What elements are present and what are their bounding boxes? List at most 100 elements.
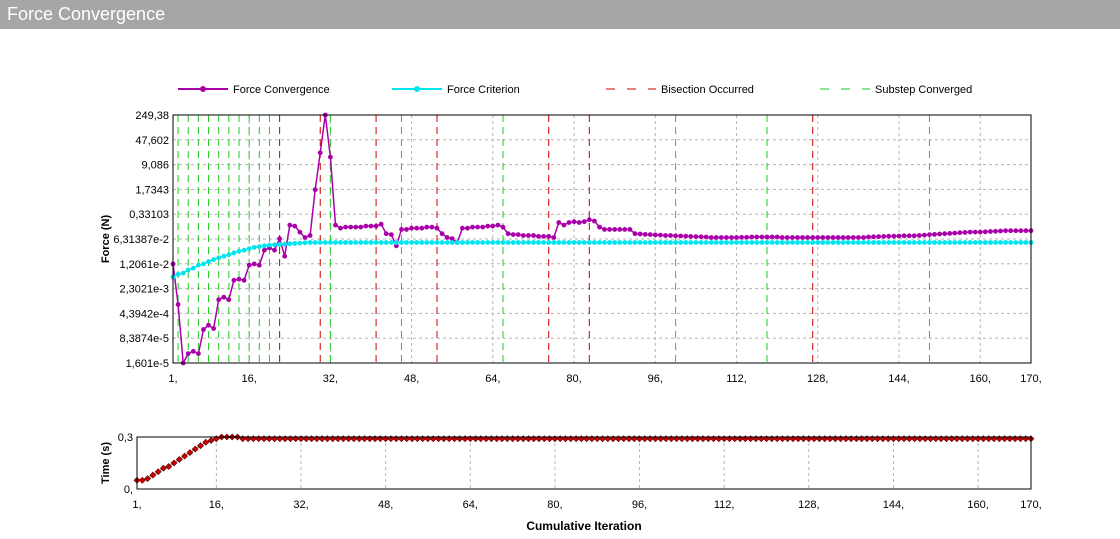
- force-criterion-point: [637, 240, 643, 245]
- force-criterion-point: [835, 240, 841, 245]
- force-convergence-point: [876, 234, 882, 240]
- force-criterion-point: [302, 240, 308, 246]
- force-criterion-point: [886, 240, 892, 245]
- force-criterion-point: [500, 240, 506, 245]
- force-criterion-point: [993, 240, 998, 245]
- force-convergence-point: [642, 232, 648, 237]
- force-convergence-point: [297, 229, 303, 235]
- force-convergence-point: [211, 326, 217, 331]
- force-criterion-point: [531, 240, 536, 245]
- force-x-tick-label: 128,: [807, 373, 828, 385]
- force-criterion-point: [881, 240, 887, 245]
- force-criterion-point: [576, 240, 582, 245]
- force-convergence-point: [861, 235, 866, 240]
- force-convergence-point: [663, 233, 668, 238]
- time-point: [144, 475, 152, 483]
- force-criterion-point: [896, 240, 902, 245]
- force-criterion-point: [922, 240, 927, 245]
- time-x-axis-label: Cumulative Iteration: [526, 519, 641, 533]
- force-convergence-point: [698, 234, 704, 240]
- force-criterion-point: [673, 240, 678, 245]
- force-convergence-point: [317, 150, 323, 156]
- force-convergence-point: [246, 262, 252, 268]
- force-criterion-point: [668, 240, 673, 245]
- force-convergence-point: [475, 224, 480, 230]
- force-criterion-point: [815, 240, 821, 245]
- force-criterion-point: [891, 240, 897, 245]
- force-criterion-point: [586, 240, 592, 245]
- force-convergence-point: [373, 223, 379, 229]
- force-criterion-point: [724, 240, 729, 245]
- force-criterion-point: [957, 240, 963, 245]
- force-convergence-point: [424, 224, 430, 230]
- force-criterion-point: [373, 240, 379, 245]
- force-convergence-point: [942, 231, 948, 237]
- force-convergence-point: [881, 234, 887, 239]
- force-criterion-point: [495, 240, 501, 245]
- time-point: [181, 452, 189, 460]
- force-convergence-point: [871, 234, 876, 240]
- force-convergence-point: [652, 232, 658, 238]
- force-criterion-point: [927, 240, 932, 245]
- force-y-tick-label: 4,3942e-4: [119, 308, 169, 320]
- force-criterion-point: [556, 240, 562, 245]
- force-y-tick-label: 0,33103: [129, 209, 169, 221]
- force-criterion-point: [800, 240, 805, 245]
- force-criterion-point: [967, 240, 973, 245]
- force-criterion-point: [977, 240, 983, 245]
- time-point: [154, 468, 162, 476]
- force-convergence-point: [241, 277, 247, 283]
- force-convergence-point: [434, 225, 440, 231]
- force-criterion-point: [419, 240, 425, 245]
- force-criterion-point: [439, 240, 445, 245]
- force-x-tick-label: 160,: [970, 373, 991, 385]
- force-criterion-point: [916, 240, 922, 245]
- force-convergence-point: [399, 227, 404, 232]
- force-x-tick-label: 1,: [168, 373, 177, 385]
- force-convergence-point: [1023, 228, 1029, 234]
- time-x-tick-label: 128,: [798, 499, 819, 511]
- force-convergence-point: [810, 235, 816, 240]
- force-criterion-point: [632, 240, 638, 245]
- force-criterion-point: [597, 240, 602, 245]
- force-x-tick-label: 80,: [566, 373, 581, 385]
- time-y-tick-label: 0,: [124, 484, 133, 496]
- force-x-tick-label: 112,: [726, 373, 747, 385]
- force-convergence-point: [190, 348, 196, 354]
- force-criterion-point: [754, 240, 760, 245]
- force-criterion-point: [790, 240, 795, 245]
- force-criterion-point: [378, 240, 384, 245]
- time-point: [202, 438, 210, 446]
- force-criterion-point: [906, 240, 912, 245]
- force-convergence-point: [495, 222, 501, 228]
- force-criterion-point: [1018, 240, 1024, 245]
- force-criterion-point: [769, 240, 775, 245]
- force-criterion-point: [256, 244, 262, 250]
- force-convergence-point: [906, 233, 912, 239]
- force-criterion-point: [663, 240, 668, 245]
- force-convergence-point: [901, 233, 907, 239]
- force-convergence-point: [607, 227, 612, 232]
- force-criterion-point: [236, 248, 242, 254]
- force-criterion-point: [937, 240, 942, 245]
- force-convergence-point: [561, 222, 567, 228]
- force-convergence-point: [429, 224, 435, 230]
- force-criterion-point: [718, 240, 724, 245]
- force-convergence-point: [449, 236, 455, 242]
- force-convergence-point: [394, 243, 399, 249]
- force-convergence-point: [256, 262, 262, 268]
- force-convergence-point: [287, 222, 293, 228]
- force-convergence-point: [703, 234, 709, 240]
- time-point: [191, 445, 199, 453]
- force-criterion-point: [744, 240, 750, 245]
- force-convergence-point: [886, 233, 892, 239]
- force-criterion-point: [774, 240, 780, 245]
- force-convergence-point: [825, 235, 831, 240]
- force-criterion-point: [490, 240, 496, 245]
- force-criterion-point: [871, 240, 876, 245]
- force-criterion-point: [1013, 240, 1019, 245]
- force-criterion-point: [394, 240, 399, 245]
- force-convergence-point: [673, 233, 678, 239]
- force-convergence-point: [490, 223, 496, 229]
- time-point: [138, 476, 146, 484]
